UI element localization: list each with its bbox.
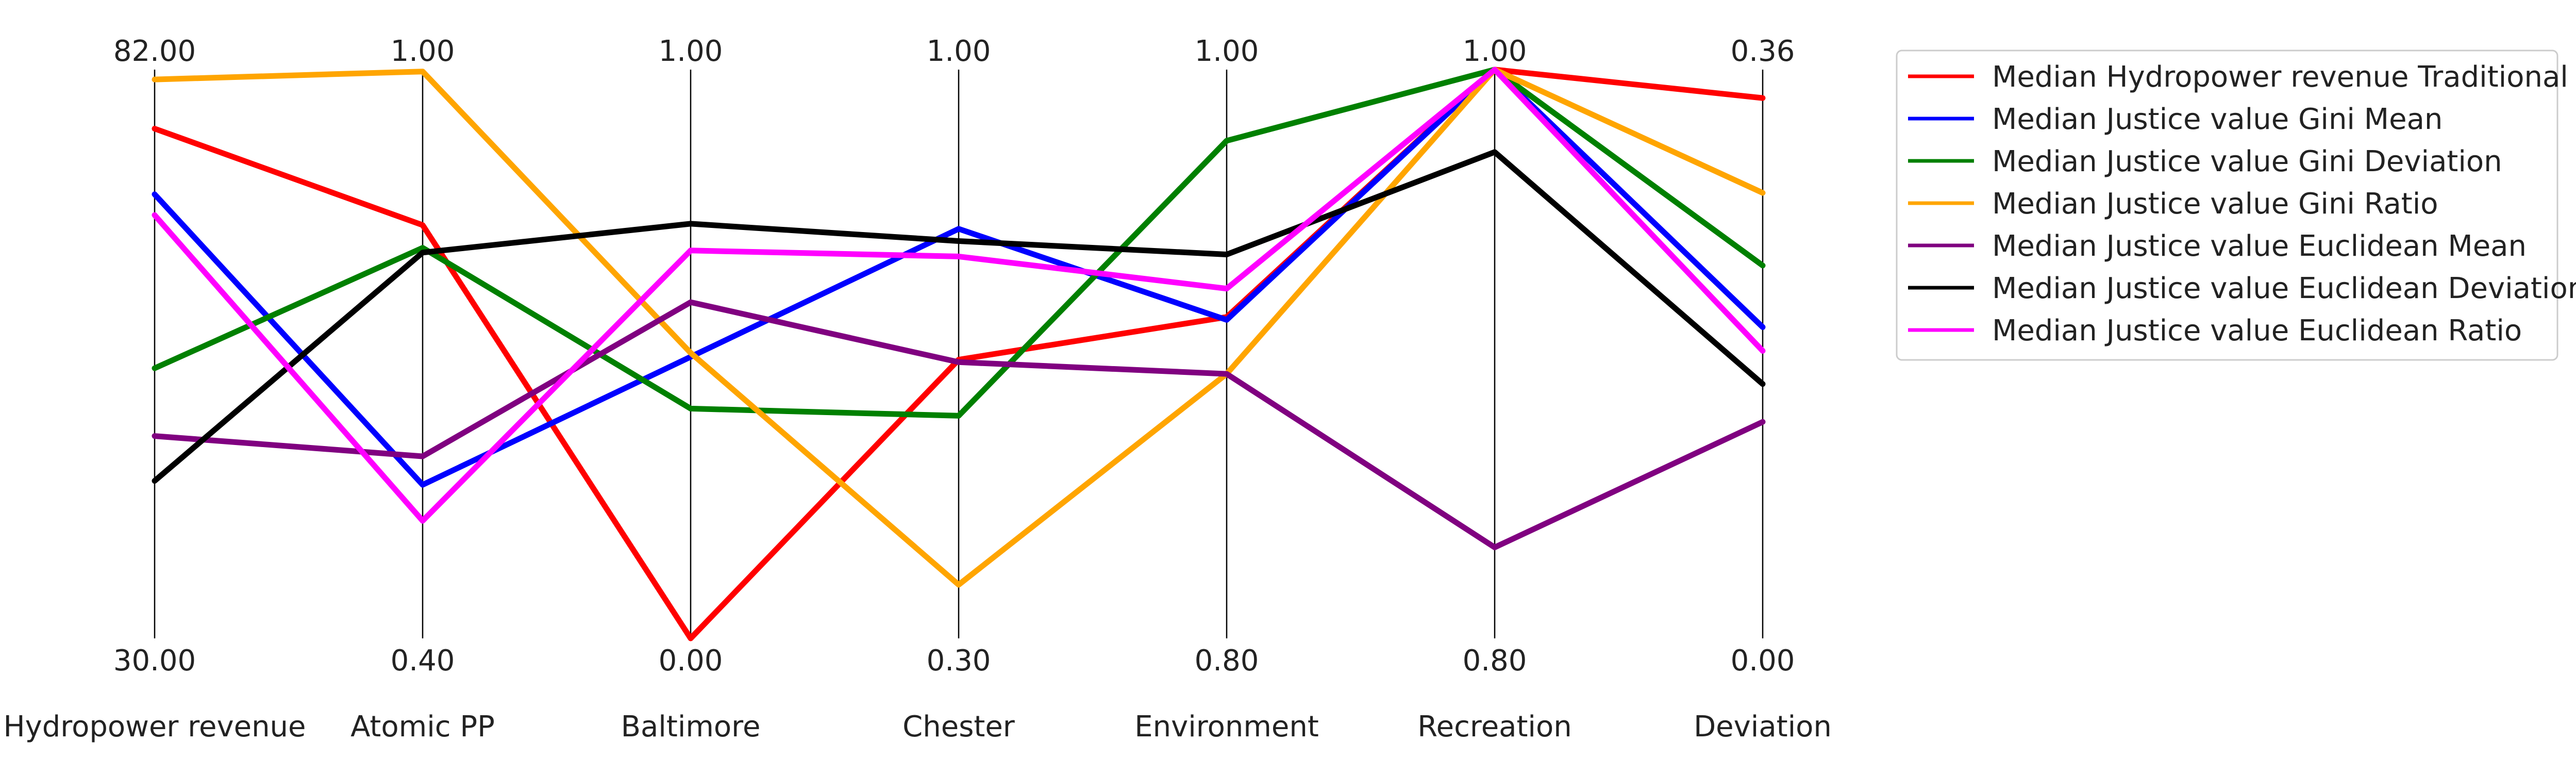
legend-item-median-justice-value-gini-deviation: Median Justice value Gini Deviation bbox=[1908, 145, 2502, 178]
axis-name-atomic-pp: Atomic PP bbox=[350, 710, 495, 744]
axis-name-recreation: Recreation bbox=[1417, 710, 1571, 744]
series-line-median-justice-value-euclidean-ratio bbox=[152, 67, 1766, 524]
legend-label: Median Justice value Gini Mean bbox=[1992, 103, 2443, 136]
legend-label: Median Hydropower revenue Traditional bbox=[1992, 60, 2568, 94]
legend: Median Hydropower revenue Traditional Med… bbox=[1896, 50, 2576, 361]
axis-min-label-atomic-pp: 0.40 bbox=[391, 644, 455, 678]
axis-name-baltimore: Baltimore bbox=[621, 710, 761, 744]
legend-item-median-justice-value-gini-mean: Median Justice value Gini Mean bbox=[1908, 103, 2443, 136]
legend-label: Median Justice value Gini Ratio bbox=[1992, 187, 2438, 221]
legend-label: Median Justice value Euclidean Ratio bbox=[1992, 314, 2522, 348]
axis-name-environment: Environment bbox=[1134, 710, 1319, 744]
axis-name-deviation: Deviation bbox=[1694, 710, 1832, 744]
axis-min-label-environment: 0.80 bbox=[1195, 644, 1259, 678]
legend-item-median-justice-value-euclidean-mean: Median Justice value Euclidean Mean bbox=[1908, 229, 2527, 263]
legend-item-median-justice-value-euclidean-deviation: Median Justice value Euclidean Deviation bbox=[1908, 272, 2576, 305]
axis-max-label-baltimore: 1.00 bbox=[659, 35, 723, 68]
axis-min-label-recreation: 0.80 bbox=[1463, 644, 1527, 678]
axis-name-hydropower-revenue: Hydropower revenue bbox=[3, 710, 306, 744]
series-layer bbox=[152, 67, 1766, 641]
axis-max-label-deviation: 0.36 bbox=[1731, 35, 1795, 68]
legend-item-median-justice-value-euclidean-ratio: Median Justice value Euclidean Ratio bbox=[1908, 314, 2522, 348]
legend-label: Median Justice value Euclidean Deviation bbox=[1992, 272, 2576, 305]
axes-layer: 82.00 30.00 Hydropower revenue 1.00 0.40 Atom… bbox=[3, 35, 1831, 744]
axis-max-label-environment: 1.00 bbox=[1195, 35, 1259, 68]
axis-max-label-atomic-pp: 1.00 bbox=[391, 35, 455, 68]
legend-box bbox=[1896, 50, 2558, 361]
axis-min-label-deviation: 0.00 bbox=[1731, 644, 1795, 678]
legend-label: Median Justice value Euclidean Mean bbox=[1992, 229, 2527, 263]
series-line-median-justice-value-euclidean-mean bbox=[152, 299, 1766, 550]
axis-min-label-hydropower-revenue: 30.00 bbox=[113, 644, 196, 678]
axis-name-chester: Chester bbox=[902, 710, 1015, 744]
legend-item-median-justice-value-gini-ratio: Median Justice value Gini Ratio bbox=[1908, 187, 2438, 221]
axis-min-label-baltimore: 0.00 bbox=[659, 644, 723, 678]
legend-item-median-hydropower-revenue-traditional: Median Hydropower revenue Traditional bbox=[1908, 60, 2568, 94]
axis-min-label-chester: 0.30 bbox=[927, 644, 991, 678]
axis-max-label-recreation: 1.00 bbox=[1463, 35, 1527, 68]
legend-label: Median Justice value Gini Deviation bbox=[1992, 145, 2502, 178]
axis-max-label-chester: 1.00 bbox=[927, 35, 991, 68]
series-line-median-justice-value-euclidean-deviation bbox=[152, 149, 1766, 484]
axis-max-label-hydropower-revenue: 82.00 bbox=[113, 35, 196, 68]
